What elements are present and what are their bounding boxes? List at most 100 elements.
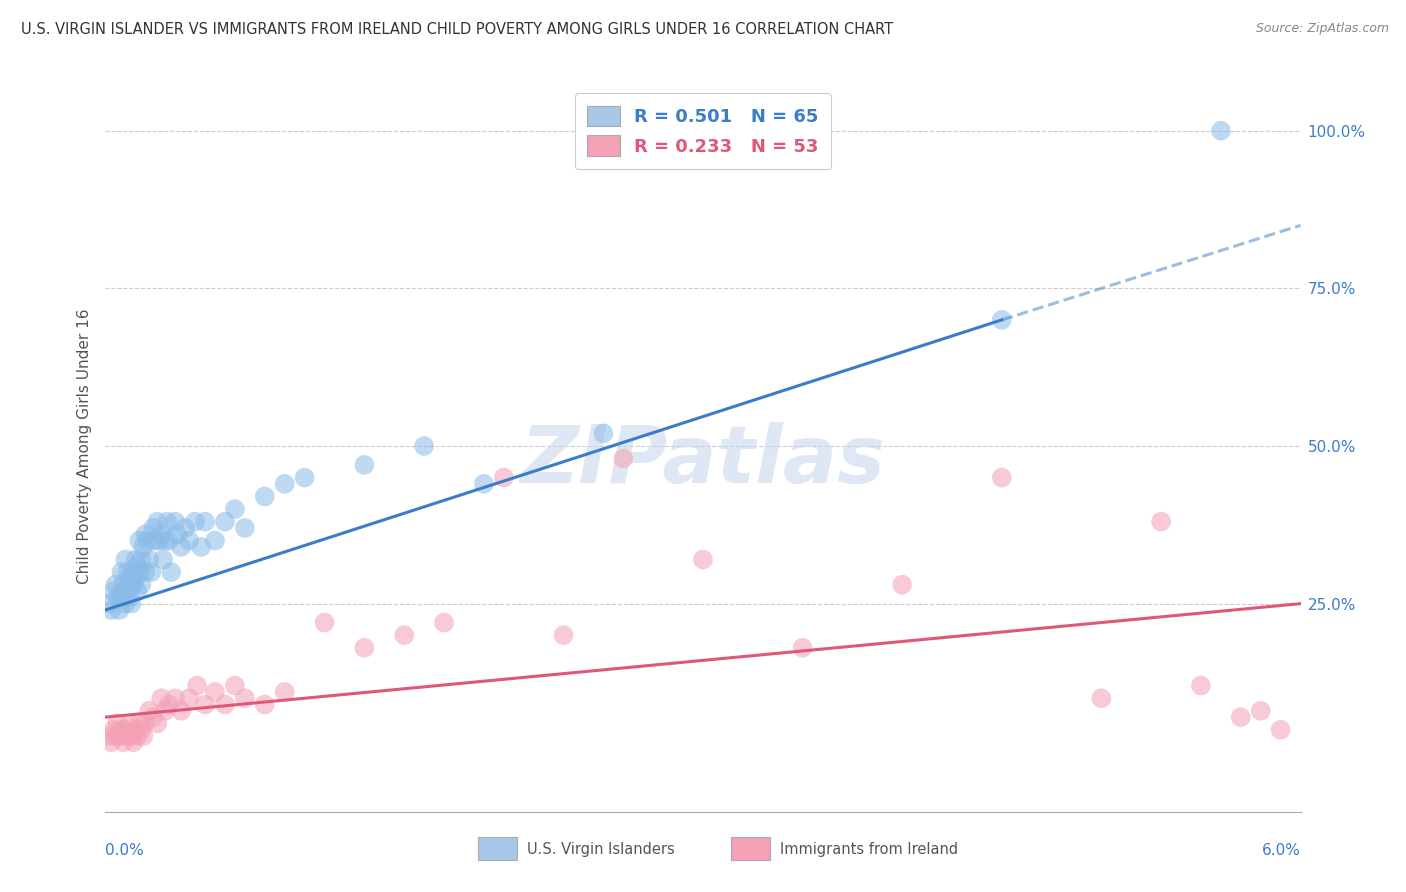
Point [114, 597, 136, 611]
Point [134, 527, 156, 541]
Text: 6.0%: 6.0% [1261, 843, 1301, 858]
Point [233, 691, 256, 706]
Point [118, 591, 141, 605]
Point [153, 704, 177, 718]
Point [118, 716, 141, 731]
Point [142, 521, 165, 535]
Point [214, 515, 236, 529]
Point [204, 533, 226, 548]
Point [156, 515, 179, 529]
Point [110, 565, 132, 579]
Point [128, 716, 150, 731]
Point [98, 729, 121, 743]
Point [204, 685, 226, 699]
Point [1250, 704, 1272, 718]
Point [112, 735, 135, 749]
Point [592, 426, 614, 441]
Point [124, 571, 146, 585]
Point [100, 735, 122, 749]
Point [117, 584, 139, 599]
Legend: R = 0.501   N = 65, R = 0.233   N = 53: R = 0.501 N = 65, R = 0.233 N = 53 [575, 93, 831, 169]
Point [294, 470, 316, 484]
Point [124, 552, 146, 566]
Point [127, 558, 149, 573]
Point [142, 710, 165, 724]
Point [127, 584, 149, 599]
Point [792, 640, 814, 655]
Point [1150, 515, 1173, 529]
Point [224, 679, 246, 693]
Point [108, 729, 131, 743]
Point [138, 552, 160, 566]
Point [433, 615, 456, 630]
Point [153, 533, 177, 548]
Point [157, 698, 180, 712]
Text: 0.0%: 0.0% [105, 843, 145, 858]
Point [492, 470, 515, 484]
Point [104, 729, 127, 743]
Point [122, 565, 145, 579]
Point [190, 540, 212, 554]
Point [122, 578, 145, 592]
Point [114, 723, 136, 737]
Point [128, 533, 150, 548]
Point [224, 502, 246, 516]
Point [1229, 710, 1251, 724]
Point [165, 515, 187, 529]
Point [472, 476, 495, 491]
Point [120, 597, 142, 611]
Point [273, 476, 295, 491]
Point [253, 490, 276, 504]
Text: U.S. VIRGIN ISLANDER VS IMMIGRANTS FROM IRELAND CHILD POVERTY AMONG GIRLS UNDER : U.S. VIRGIN ISLANDER VS IMMIGRANTS FROM … [21, 22, 893, 37]
Point [146, 515, 169, 529]
Point [170, 540, 193, 554]
Point [122, 735, 145, 749]
Point [104, 578, 127, 592]
Point [186, 679, 208, 693]
Text: U.S. Virgin Islanders: U.S. Virgin Islanders [527, 842, 675, 856]
Point [194, 698, 217, 712]
Point [1209, 124, 1232, 138]
Point [148, 533, 170, 548]
Point [112, 584, 135, 599]
Point [174, 521, 197, 535]
Point [273, 685, 295, 699]
Point [160, 565, 183, 579]
Point [233, 521, 256, 535]
Point [114, 552, 136, 566]
Point [1090, 691, 1112, 706]
Point [120, 729, 142, 743]
Point [107, 591, 129, 605]
Point [127, 729, 149, 743]
Point [98, 597, 121, 611]
Point [108, 603, 131, 617]
Point [150, 527, 173, 541]
Point [117, 565, 139, 579]
Point [128, 565, 150, 579]
Point [692, 552, 714, 566]
Point [150, 691, 173, 706]
Point [138, 704, 160, 718]
Point [134, 565, 156, 579]
Point [100, 603, 122, 617]
Point [990, 470, 1012, 484]
Point [553, 628, 575, 642]
Point [132, 540, 155, 554]
Point [990, 313, 1012, 327]
Point [136, 533, 159, 548]
Y-axis label: Child Poverty Among Girls Under 16: Child Poverty Among Girls Under 16 [76, 309, 91, 583]
Point [166, 527, 188, 541]
Point [118, 571, 141, 585]
Point [353, 458, 375, 472]
Point [314, 615, 336, 630]
Point [132, 729, 155, 743]
Point [117, 729, 139, 743]
Point [177, 533, 200, 548]
Point [129, 578, 153, 592]
Point [120, 578, 142, 592]
Point [129, 552, 153, 566]
Point [129, 723, 153, 737]
Point [413, 439, 436, 453]
Point [157, 533, 180, 548]
Point [253, 698, 276, 712]
